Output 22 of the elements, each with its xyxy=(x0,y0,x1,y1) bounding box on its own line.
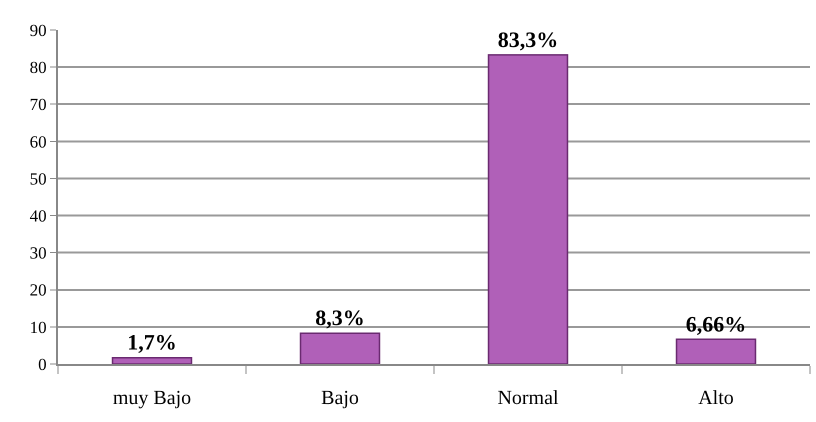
y-tick-label: 0 xyxy=(38,354,47,374)
x-tick-label: Bajo xyxy=(321,387,359,409)
y-tick-label: 30 xyxy=(30,244,47,263)
bar xyxy=(112,356,192,364)
data-label: 8,3% xyxy=(315,305,365,330)
y-tick-label: 10 xyxy=(30,318,47,337)
x-tick-label: Alto xyxy=(698,387,734,409)
y-tick-label: 90 xyxy=(30,20,47,40)
y-tick-label: 80 xyxy=(30,58,47,78)
y-tick-label: 40 xyxy=(30,206,47,226)
y-tick-label: 20 xyxy=(30,280,47,300)
data-label: 1,7% xyxy=(127,330,177,355)
y-tick-label: 70 xyxy=(30,95,47,114)
x-tick-label: Normal xyxy=(497,387,559,409)
y-tick-label: 50 xyxy=(30,169,47,188)
bar xyxy=(300,332,380,364)
y-tick-label: 60 xyxy=(30,132,47,152)
data-label: 83,3% xyxy=(498,26,558,52)
data-label: 6,66% xyxy=(686,311,746,336)
bar xyxy=(676,338,756,364)
x-tick-label: muy Bajo xyxy=(112,387,192,409)
bar xyxy=(488,54,568,364)
